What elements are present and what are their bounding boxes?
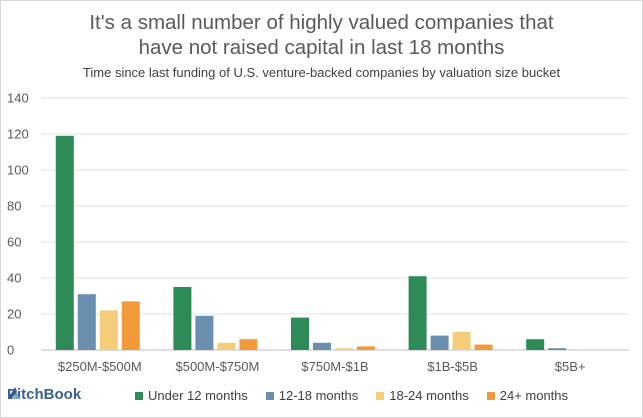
y-tick-label: 60 xyxy=(7,235,21,250)
y-tick-label: 140 xyxy=(7,91,29,106)
bar xyxy=(195,315,214,350)
legend-label: 12-18 months xyxy=(278,388,359,403)
bar xyxy=(408,276,427,350)
bar xyxy=(313,342,331,350)
chart-title-line-2: have not raised capital in last 18 month… xyxy=(138,36,505,59)
bar xyxy=(291,317,309,350)
legend-label: 18-24 months xyxy=(389,388,469,403)
y-tick-label: 80 xyxy=(7,199,21,214)
y-tick-label: 40 xyxy=(7,271,21,286)
legend-item: 24+ months xyxy=(486,388,569,403)
bar xyxy=(55,135,74,350)
pitchbook-logo-icon xyxy=(8,387,20,399)
legend-item: 12-18 months xyxy=(265,388,359,403)
bar xyxy=(173,287,192,350)
chart-subtitle: Time since last funding of U.S. venture-… xyxy=(82,65,561,80)
x-tick-label: $250M-$500M xyxy=(58,359,142,374)
bar xyxy=(430,335,449,350)
y-tick-label: 0 xyxy=(7,343,14,358)
bar xyxy=(77,294,96,350)
legend-item: 18-24 months xyxy=(376,388,469,403)
y-tick-label: 20 xyxy=(7,307,21,322)
legend-label: Under 12 months xyxy=(148,388,248,403)
legend-swatch xyxy=(135,391,143,400)
x-tick-label: $1B-$5B xyxy=(427,359,478,374)
legend-label: 24+ months xyxy=(499,388,569,403)
bar xyxy=(99,310,118,350)
legend-swatch xyxy=(265,391,274,400)
bar xyxy=(548,348,567,350)
pitchbook-logo: PitchBook xyxy=(7,386,81,403)
bar xyxy=(452,332,471,350)
x-tick-label: $5B+ xyxy=(555,359,586,374)
bar xyxy=(335,348,353,350)
x-tick-label: $500M-$750M xyxy=(175,359,259,374)
chart-title-line-1: It's a small number of highly valued com… xyxy=(89,11,554,34)
bar xyxy=(239,339,258,350)
y-tick-label: 120 xyxy=(7,127,29,142)
x-tick-label: $750M-$1B xyxy=(301,359,368,374)
legend-swatch xyxy=(486,391,495,400)
bar xyxy=(474,344,493,350)
pitchbook-logo-text: PitchBook xyxy=(7,386,82,403)
legend-swatch xyxy=(376,391,385,400)
y-tick-label: 100 xyxy=(7,163,29,178)
bar xyxy=(357,346,375,350)
bar xyxy=(217,342,236,350)
legend-item: Under 12 months xyxy=(135,388,248,403)
chart-legend: Under 12 months 12-18 months 18-24 months 2… xyxy=(135,388,586,403)
bar xyxy=(526,339,545,350)
bar xyxy=(121,301,140,350)
